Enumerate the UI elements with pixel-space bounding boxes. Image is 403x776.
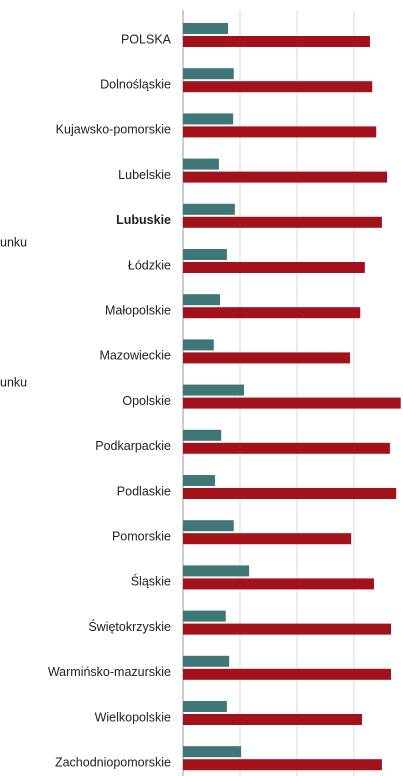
legend-label: unku xyxy=(0,235,27,249)
y-tick-label: Łódzkie xyxy=(128,258,171,272)
y-tick-label: Lubuskie xyxy=(116,213,171,227)
y-tick-label: Opolskie xyxy=(122,394,171,408)
bar xyxy=(183,23,229,34)
y-tick-label: POLSKA xyxy=(121,32,172,46)
bar xyxy=(183,520,234,532)
bar xyxy=(183,442,390,454)
bar xyxy=(183,578,374,590)
bar xyxy=(183,203,235,215)
bar xyxy=(183,384,244,396)
y-tick-label: Małopolskie xyxy=(105,303,171,317)
bar xyxy=(183,623,392,635)
bar xyxy=(183,307,361,319)
bar xyxy=(183,113,234,125)
bar xyxy=(183,339,214,351)
legend-label: unku xyxy=(0,375,27,389)
bar xyxy=(183,488,397,499)
bar xyxy=(183,397,401,409)
bar xyxy=(183,475,215,486)
bar xyxy=(183,714,362,725)
bar xyxy=(183,36,370,47)
bar xyxy=(183,655,230,667)
bar xyxy=(183,81,373,93)
bar xyxy=(183,610,226,622)
y-tick-label: Dolnośląskie xyxy=(100,77,171,91)
bar xyxy=(183,158,219,170)
y-tick-label: Mazowieckie xyxy=(99,349,171,363)
bar xyxy=(183,533,352,545)
bar xyxy=(183,352,351,364)
bar xyxy=(183,262,365,273)
bar xyxy=(183,701,227,712)
bar xyxy=(183,126,377,138)
y-tick-label: Warmińsko-mazurskie xyxy=(48,665,171,679)
y-tick-label: Śląskie xyxy=(131,574,171,589)
bar xyxy=(183,216,382,228)
bar xyxy=(183,668,392,680)
y-tick-label: Podkarpackie xyxy=(95,439,171,453)
bar xyxy=(183,171,388,183)
y-tick-label: Pomorskie xyxy=(112,529,171,543)
bar xyxy=(183,565,250,577)
bar xyxy=(183,249,227,260)
y-tick-label: Lubelskie xyxy=(118,168,171,182)
y-tick-label: Zachodniopomorskie xyxy=(55,755,171,769)
bar xyxy=(183,759,382,771)
bar xyxy=(183,294,221,306)
bar xyxy=(183,68,234,80)
y-tick-label: Kujawsko-pomorskie xyxy=(56,123,171,137)
bar xyxy=(183,429,222,441)
y-tick-label: Wielkopolskie xyxy=(95,710,171,724)
y-tick-label: Świętokrzyskie xyxy=(88,619,171,634)
bar xyxy=(183,746,242,758)
y-tick-label: Podlaskie xyxy=(117,484,171,498)
